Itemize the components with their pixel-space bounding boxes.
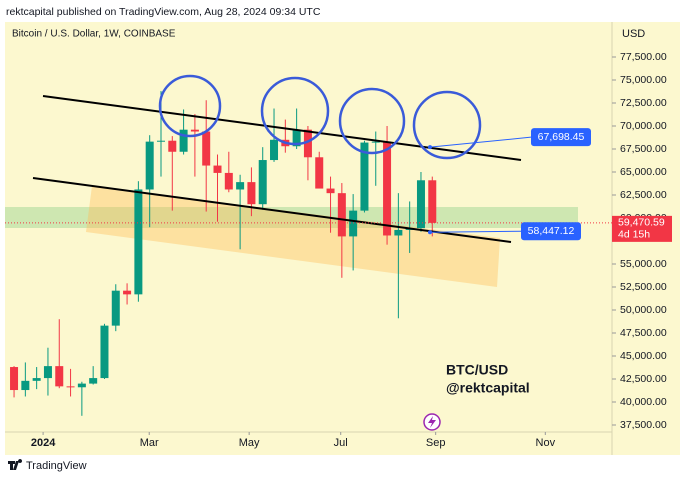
candle-body <box>258 160 267 205</box>
y-tick-label: 67,500.00 <box>620 143 667 155</box>
candle-body <box>360 142 369 211</box>
y-tick-label: 40,000.00 <box>620 396 667 408</box>
candle-body <box>303 129 312 158</box>
x-tick-label: Jul <box>334 437 348 449</box>
y-tick-label: 50,000.00 <box>620 304 667 316</box>
candle-body <box>66 386 75 388</box>
time-axis <box>5 432 612 455</box>
y-tick-label: 42,500.00 <box>620 373 667 385</box>
candle-body <box>190 129 199 132</box>
candle-body <box>292 129 301 147</box>
candle-body <box>21 380 30 391</box>
annotation-pointer <box>429 136 532 148</box>
header: rektcapital published on TradingView.com… <box>6 6 321 18</box>
highlight-circle <box>338 87 406 155</box>
candle-body <box>247 182 256 205</box>
highlight-circle <box>412 90 482 160</box>
highlight-circle <box>260 76 330 146</box>
currency: USD <box>622 28 645 40</box>
candle-body <box>349 210 358 237</box>
y-tick-label: 70,000.00 <box>620 120 667 132</box>
candle-body <box>326 188 335 194</box>
candle-body <box>394 229 403 236</box>
y-tick-label: 77,500.00 <box>620 51 667 63</box>
annotation-anchor <box>428 230 432 235</box>
trendline <box>42 95 522 161</box>
candle-body <box>270 139 279 161</box>
highlight-circle <box>158 74 222 138</box>
watermark: BTC/USD <box>446 362 508 378</box>
y-tick-label: 37,500.00 <box>620 419 667 431</box>
y-tick-label: 65,000.00 <box>620 166 667 178</box>
annotation-anchor <box>428 145 432 150</box>
candle-body <box>202 131 211 166</box>
candle-body <box>89 378 98 384</box>
last-price-box <box>612 215 672 242</box>
candle-body <box>77 383 86 388</box>
candle-body <box>32 378 41 381</box>
x-tick-label: May <box>239 437 260 449</box>
watermark: @rektcapital <box>446 380 530 396</box>
candle-body <box>224 172 233 190</box>
footer: TradingView <box>26 460 87 472</box>
y-tick-label: 55,000.00 <box>620 258 667 270</box>
annotation-label: 58,447.12 <box>528 225 575 237</box>
y-tick-label: 47,500.00 <box>620 327 667 339</box>
y-tick-label: 75,000.00 <box>620 74 667 86</box>
annotation-box <box>521 222 581 241</box>
last-price-label: 59,470.59 <box>618 217 665 229</box>
symbol-title: Bitcoin / U.S. Dollar, 1W, COINBASE <box>12 29 176 40</box>
candle-body <box>43 366 52 379</box>
x-tick-label: Nov <box>536 437 556 449</box>
y-tick-label: 45,000.00 <box>620 350 667 362</box>
candle-body <box>383 141 392 236</box>
x-tick-label: Sep <box>426 437 446 449</box>
candle-body <box>55 366 64 387</box>
countdown-label: 4d 15h <box>618 229 650 241</box>
x-tick-label: 2024 <box>31 437 56 449</box>
candle-body <box>315 157 324 189</box>
candle-body <box>111 290 120 326</box>
annotation-pointer <box>429 230 522 233</box>
candle-body <box>10 367 19 391</box>
annotation-label: 67,698.45 <box>538 131 585 143</box>
candle-body <box>145 141 154 190</box>
channel-zone <box>86 186 500 287</box>
candle-body <box>134 189 143 295</box>
candle-body <box>168 140 177 152</box>
candle-body <box>213 165 222 173</box>
tv-logo <box>8 459 23 470</box>
y-tick-label: 62,500.00 <box>620 189 667 201</box>
candle-body <box>123 290 132 295</box>
candle-body <box>236 182 245 190</box>
candle-body <box>416 180 425 229</box>
candle-body <box>428 180 437 223</box>
candle-body <box>371 141 380 143</box>
candle-body <box>179 129 188 152</box>
candle-body <box>100 325 109 379</box>
candle-body <box>156 140 165 142</box>
y-tick-label: 52,500.00 <box>620 281 667 293</box>
annotation-box <box>531 128 591 147</box>
event-icon-bolt <box>428 416 436 428</box>
y-tick-label: 72,500.00 <box>620 97 667 109</box>
x-tick-label: Mar <box>140 437 159 449</box>
candle-body <box>337 193 346 237</box>
